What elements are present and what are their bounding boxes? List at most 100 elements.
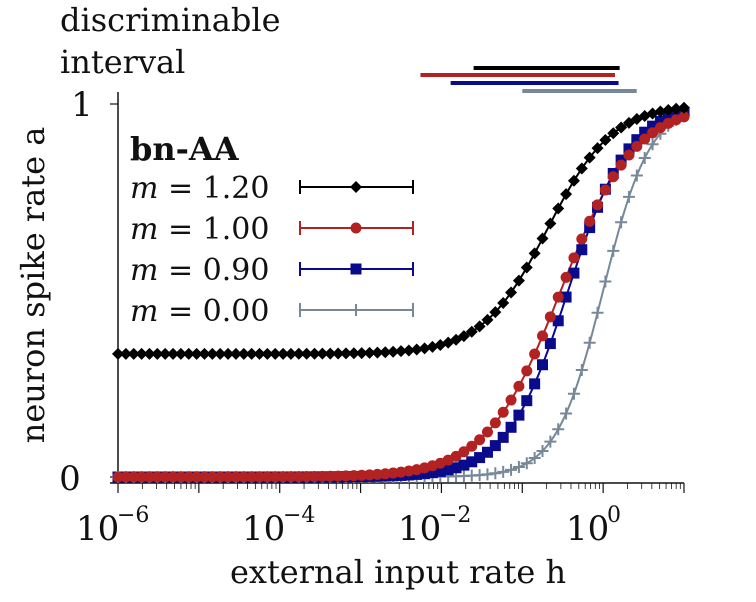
data-point bbox=[127, 347, 140, 360]
data-point bbox=[497, 431, 509, 443]
data-point bbox=[521, 395, 533, 407]
data-point bbox=[489, 467, 502, 480]
data-point bbox=[575, 162, 588, 175]
data-point bbox=[520, 457, 533, 470]
data-point bbox=[308, 347, 321, 360]
x-tick-label-2: 10 −2 bbox=[398, 503, 471, 549]
data-point bbox=[512, 274, 525, 287]
data-point bbox=[654, 115, 666, 127]
data-point bbox=[457, 330, 470, 343]
data-point bbox=[175, 471, 187, 483]
data-point bbox=[552, 315, 564, 327]
data-point bbox=[292, 347, 305, 360]
data-point bbox=[465, 325, 478, 338]
data-point bbox=[198, 347, 211, 360]
data-point bbox=[316, 470, 328, 482]
data-point bbox=[174, 347, 187, 360]
data-point bbox=[607, 171, 619, 183]
x-tick-label-0: 10 −6 bbox=[76, 503, 149, 549]
data-point bbox=[560, 291, 572, 303]
series-markers bbox=[112, 101, 690, 483]
data-point bbox=[552, 202, 565, 215]
data-point bbox=[560, 407, 573, 420]
data-point bbox=[136, 471, 148, 483]
data-point bbox=[560, 188, 573, 201]
data-point bbox=[183, 471, 195, 483]
data-point bbox=[466, 456, 478, 468]
data-point bbox=[591, 142, 604, 155]
svg-text:0: 0 bbox=[607, 503, 621, 528]
data-point bbox=[591, 306, 604, 319]
data-point bbox=[552, 423, 565, 436]
data-point bbox=[301, 471, 313, 483]
data-point bbox=[529, 378, 541, 390]
data-point bbox=[481, 446, 493, 458]
data-point bbox=[630, 169, 643, 182]
data-point bbox=[159, 347, 172, 360]
data-point bbox=[473, 320, 486, 333]
data-point bbox=[544, 217, 557, 230]
data-point bbox=[505, 394, 517, 406]
data-point bbox=[309, 471, 321, 483]
data-point bbox=[489, 440, 501, 452]
data-point bbox=[135, 347, 148, 360]
data-point bbox=[198, 471, 210, 483]
data-point bbox=[615, 121, 628, 134]
data-point bbox=[261, 471, 273, 483]
data-point bbox=[119, 347, 132, 360]
x-tick-label-3: 10 0 bbox=[566, 503, 621, 549]
data-point bbox=[552, 291, 564, 303]
svg-text:−4: −4 bbox=[283, 503, 315, 528]
data-point bbox=[639, 126, 651, 138]
data-point bbox=[631, 140, 643, 152]
data-point bbox=[583, 336, 596, 349]
svg-text:10: 10 bbox=[398, 509, 441, 549]
data-point bbox=[599, 275, 612, 288]
data-point bbox=[505, 421, 517, 433]
data-point bbox=[300, 347, 313, 360]
data-point bbox=[206, 347, 219, 360]
data-point bbox=[293, 471, 305, 483]
data-point bbox=[254, 471, 265, 483]
data-point bbox=[442, 464, 454, 476]
svg-text:10: 10 bbox=[566, 509, 609, 549]
data-point bbox=[599, 184, 611, 196]
data-point bbox=[214, 471, 226, 483]
data-point bbox=[481, 426, 493, 438]
data-point bbox=[316, 347, 329, 360]
legend: bn-AA m = 1.20 m = 1.00 m = 0.90 m = 0.00 bbox=[130, 130, 414, 329]
data-point bbox=[631, 134, 643, 146]
data-point bbox=[520, 261, 533, 274]
data-point bbox=[497, 296, 510, 309]
data-point bbox=[112, 347, 124, 360]
y-axis-label: neuron spike rate a bbox=[14, 127, 52, 444]
data-point bbox=[214, 347, 227, 360]
data-point bbox=[584, 222, 596, 234]
data-point bbox=[261, 347, 274, 360]
data-point bbox=[528, 247, 541, 260]
data-point bbox=[167, 347, 180, 360]
data-point bbox=[481, 468, 494, 481]
legend-entry: m = 0.00 bbox=[130, 294, 414, 329]
data-point bbox=[230, 471, 242, 483]
data-point bbox=[245, 347, 258, 360]
data-point bbox=[284, 347, 297, 360]
data-point bbox=[339, 347, 352, 360]
data-point bbox=[120, 471, 132, 483]
data-point bbox=[607, 127, 620, 140]
data-point bbox=[395, 345, 407, 358]
data-point bbox=[584, 215, 596, 227]
data-point bbox=[536, 232, 549, 245]
legend-entry: m = 1.00 bbox=[130, 212, 414, 247]
data-point bbox=[521, 365, 533, 377]
data-point bbox=[654, 105, 667, 118]
data-point bbox=[143, 347, 156, 360]
data-point bbox=[638, 152, 651, 165]
data-point bbox=[513, 380, 525, 392]
data-point bbox=[222, 471, 234, 483]
legend-label: m = 1.00 bbox=[130, 212, 269, 247]
data-point bbox=[615, 159, 627, 171]
data-point bbox=[112, 471, 124, 483]
data-point bbox=[647, 127, 659, 139]
